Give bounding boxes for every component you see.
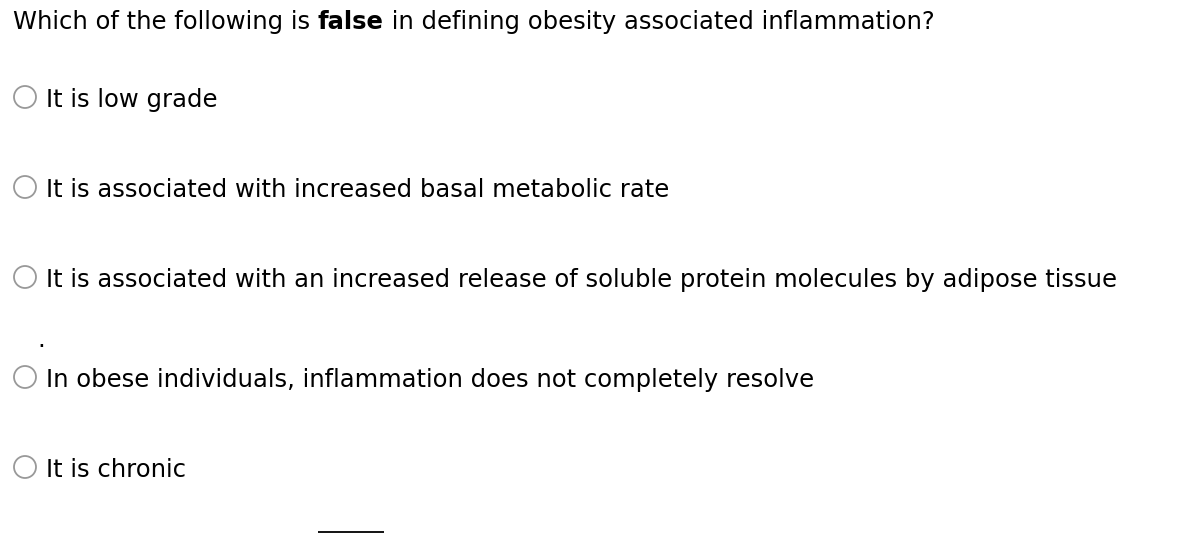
Text: It is associated with increased basal metabolic rate: It is associated with increased basal me…: [46, 178, 669, 202]
Text: in defining obesity associated inflammation?: in defining obesity associated inflammat…: [384, 10, 935, 34]
Text: It is chronic: It is chronic: [46, 458, 186, 482]
Text: .: .: [37, 328, 45, 352]
Text: It is low grade: It is low grade: [46, 88, 217, 112]
Text: In obese individuals, inflammation does not completely resolve: In obese individuals, inflammation does …: [46, 368, 814, 392]
Text: It is associated with an increased release of soluble protein molecules by adipo: It is associated with an increased relea…: [46, 268, 1117, 292]
Text: Which of the following is: Which of the following is: [13, 10, 318, 34]
Text: false: false: [318, 10, 384, 34]
